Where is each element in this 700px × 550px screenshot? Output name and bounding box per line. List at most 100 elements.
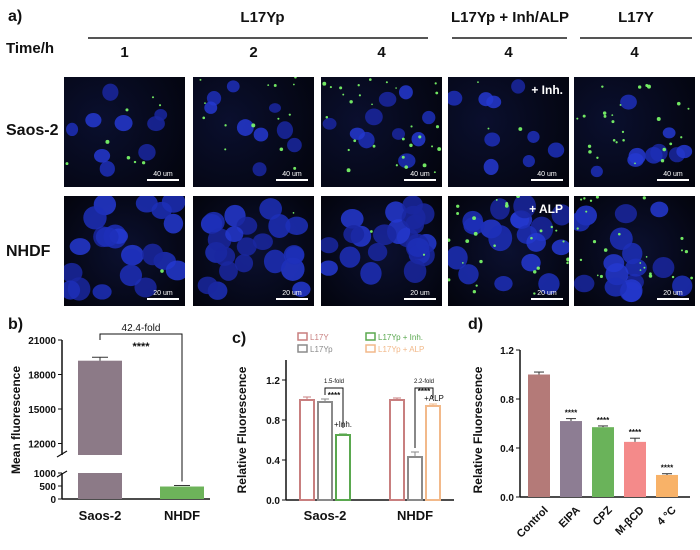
y-tick-label: 0.8 [266,416,280,427]
green-puncta [602,111,607,115]
green-puncta [555,229,558,232]
x-tick-label: NHDF [164,508,200,523]
nucleus [69,238,91,255]
green-puncta [279,147,284,152]
green-puncta [518,127,523,131]
green-puncta [596,156,599,160]
nucleus [321,237,339,254]
green-puncta [479,259,483,264]
scale-bar: 40 um [657,171,689,181]
nucleus [138,143,156,161]
green-puncta [611,120,615,124]
nucleus [252,162,267,177]
inset-label-inh: + Inh. [531,83,563,97]
x-tick-label: Saos-2 [304,508,347,523]
green-puncta [473,231,478,236]
nucleus [226,80,240,93]
nucleus [285,216,309,235]
treatment-note: +ALP [424,394,444,403]
nucleus [276,121,294,140]
nucleus [142,243,164,266]
nucleus [134,277,157,298]
significance-stars: **** [328,391,341,400]
nucleus [283,245,305,265]
nucleus [114,115,133,132]
micrograph-nhdf-alp: + ALP 20 um [448,196,569,306]
nucleus [135,196,158,213]
nucleus [484,132,501,147]
green-puncta [292,212,295,214]
significance-stars: **** [629,428,642,437]
green-puncta [611,114,614,117]
green-puncta [516,196,521,199]
nucleus [321,260,338,276]
scale-bar: 40 um [404,171,436,181]
bar [407,456,423,501]
nucleus [197,276,218,295]
green-puncta [634,162,636,165]
nucleus [462,210,484,232]
nucleus [551,239,569,256]
significance-bracket [99,333,183,482]
green-puncta [669,142,673,146]
green-puncta [589,199,593,202]
green-puncta [358,94,361,97]
nucleus [422,110,436,125]
green-puncta [418,135,422,139]
green-puncta [133,160,137,164]
green-puncta [487,127,490,130]
significance-stars: **** [597,416,610,425]
column-label: 1 [120,44,129,61]
green-puncta [224,148,227,151]
green-puncta [684,250,689,254]
scale-bar: 20 um [276,290,308,300]
nucleus [163,213,184,234]
green-puncta [550,225,553,229]
axis-break [56,450,68,458]
green-puncta [456,212,460,215]
green-puncta [325,116,329,119]
green-puncta [504,204,509,208]
green-puncta [579,258,583,262]
x-tick-label: M-βCD [613,504,647,538]
green-puncta [596,274,599,277]
y-tick-label: 12000 [28,440,56,451]
nucleus [268,103,282,113]
nucleus [652,256,675,279]
micrograph-saos2-4h: 40 um [321,77,442,187]
group-rule-l17y [580,37,692,39]
bar [389,399,405,501]
green-puncta [647,84,651,89]
green-puncta [475,284,478,287]
micrograph-saos2-l17y: 40 um [574,77,695,187]
green-puncta [461,261,464,264]
green-puncta [204,102,206,104]
green-puncta [687,107,690,110]
bar [335,434,351,501]
nucleus [268,213,291,239]
nucleus [92,284,112,300]
green-puncta [648,274,653,278]
green-puncta [329,86,332,89]
green-puncta [580,198,583,201]
micrograph-nhdf-1h: 20 um [64,196,185,306]
legend-swatch [365,344,376,353]
green-puncta [660,159,665,163]
legend-swatch [297,332,308,341]
green-puncta [619,104,622,106]
nucleus [339,246,361,268]
green-puncta [472,290,476,294]
y-axis-label: Relative Fluorescence [471,366,485,493]
green-puncta [294,77,297,79]
green-puncta [662,147,667,152]
nucleus [322,117,337,130]
bar [299,399,315,501]
nucleus [650,201,669,218]
green-puncta [371,103,373,106]
nucleus [620,94,637,110]
panel-a-label: a) [8,8,23,25]
nucleus [204,101,218,114]
green-puncta [603,114,607,118]
nucleus [95,226,119,247]
green-puncta [530,236,533,240]
